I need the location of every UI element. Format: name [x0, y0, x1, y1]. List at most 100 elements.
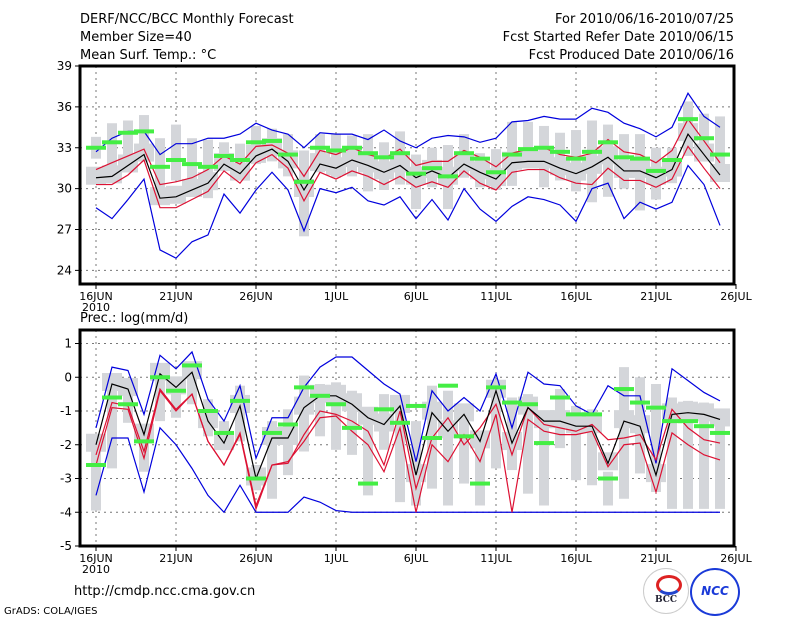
precip-marker — [646, 405, 666, 410]
precip-marker — [486, 385, 506, 390]
precip-quartile-box — [198, 410, 218, 429]
precip-spread-box — [315, 384, 325, 437]
temp-marker — [710, 152, 730, 157]
member-size: Member Size=40 — [80, 30, 192, 45]
precip-spread-box — [187, 362, 197, 405]
temp-marker — [502, 152, 522, 157]
temp-quartile-box — [326, 157, 346, 176]
precip-ytick-label: 0 — [64, 370, 72, 384]
temp-upper-line — [95, 117, 721, 186]
precip-ytick-label: 1 — [64, 337, 72, 351]
temp-quartile-box — [166, 185, 186, 204]
precip-marker — [198, 409, 218, 413]
temp-xtick-year: 2010 — [82, 301, 110, 314]
temp-xtick-label: 26JUN — [239, 290, 273, 303]
precip-marker — [326, 402, 346, 407]
chart-title: DERF/NCC/BCC Monthly Forecast — [80, 12, 294, 27]
precip-quartile-box — [694, 403, 714, 422]
precip-quartile-box — [710, 408, 730, 427]
temp-quartile-box — [550, 157, 570, 176]
precip-marker — [278, 422, 298, 427]
bcc-logo: BCC — [643, 568, 689, 614]
temp-quartile-box — [102, 165, 122, 184]
precip-marker — [374, 407, 394, 412]
temp-quartile-box — [566, 162, 586, 181]
temp-marker — [182, 162, 202, 167]
precip-marker — [342, 425, 362, 430]
temp-quartile-box — [86, 166, 106, 185]
temp-mean-line — [95, 132, 721, 199]
precip-quartile-box — [294, 396, 314, 415]
source-url[interactable]: http://cmdp.ncc.cma.gov.cn — [74, 584, 256, 599]
temp-marker — [662, 158, 682, 163]
temp-spread-box — [555, 132, 565, 181]
temp-marker — [262, 138, 282, 143]
precip-marker — [566, 412, 586, 417]
precip-marker — [246, 476, 266, 481]
precip-spread-box — [539, 416, 549, 506]
precip-xtick-label: 1JUL — [324, 552, 349, 565]
precip-spread-box — [715, 414, 725, 509]
precip-ytick-label: -1 — [60, 404, 72, 418]
precip-quartile-box — [630, 415, 650, 434]
precip-marker — [662, 419, 682, 424]
temp-xtick-label: 16JUN — [79, 290, 113, 303]
temp-marker — [278, 152, 298, 157]
precip-marker — [694, 424, 714, 429]
precip-spread-box — [571, 405, 581, 481]
temp-spread-box — [235, 143, 245, 181]
precip-quartile-box — [662, 403, 682, 422]
precip-marker — [422, 436, 442, 440]
precip-xtick-label: 16JUN — [79, 552, 113, 565]
precip-xtick-label: 11JUL — [480, 552, 512, 565]
temp-xtick-label: 1JUL — [324, 290, 349, 303]
precip-marker — [518, 402, 538, 407]
temp-marker — [550, 149, 570, 154]
temp-marker — [198, 164, 218, 169]
temp-ytick-label: 30 — [57, 182, 72, 196]
precip-spread-box — [651, 384, 661, 492]
precip-spread-box — [683, 400, 693, 509]
temp-marker — [342, 145, 362, 150]
temp-ytick-label: 24 — [57, 263, 72, 277]
precip-spread-box — [395, 400, 405, 503]
precip-ytick-label: -3 — [60, 472, 72, 486]
precip-marker — [310, 393, 330, 398]
precip-ytick-label: -5 — [60, 539, 72, 553]
precip-min-line — [95, 426, 720, 514]
temp-marker — [326, 148, 346, 153]
precip-xtick-label: 21JUL — [640, 552, 672, 565]
precip-spread-box — [491, 385, 501, 469]
variable-label: Mean Surf. Temp.: °C — [80, 48, 217, 63]
temp-xtick-label: 21JUN — [159, 290, 193, 303]
temp-marker — [246, 140, 266, 145]
temp-marker — [438, 174, 458, 179]
forecast-period: For 2010/06/16-2010/07/25 — [555, 12, 734, 27]
temp-marker — [214, 153, 234, 158]
temp-marker — [678, 117, 698, 122]
precip-quartile-box — [534, 410, 554, 429]
precip-marker — [390, 420, 410, 425]
precip-quartile-box — [342, 393, 362, 412]
precip-spread-box — [347, 390, 357, 455]
precip-ytick-label: -4 — [60, 505, 72, 519]
precip-marker — [182, 363, 202, 368]
temp-marker — [566, 156, 586, 161]
precip-marker — [262, 430, 282, 435]
precip-spread-box — [235, 385, 245, 442]
temp-marker — [102, 140, 122, 145]
temp-marker — [518, 147, 538, 152]
precip-spread-box — [619, 367, 629, 499]
bcc-logo-text: BCC — [654, 595, 678, 605]
temp-max-line — [95, 92, 721, 156]
precip-spread-box — [459, 412, 469, 484]
grads-credit: GrADS: COLA/IGES — [4, 606, 98, 617]
temp-marker — [598, 140, 618, 145]
temp-marker — [166, 158, 186, 163]
precip-spread-box — [443, 390, 453, 506]
precip-spread-box — [523, 394, 533, 494]
temp-marker — [486, 170, 506, 175]
precip-quartile-box — [230, 394, 250, 413]
temp-plot-frame — [78, 64, 736, 286]
